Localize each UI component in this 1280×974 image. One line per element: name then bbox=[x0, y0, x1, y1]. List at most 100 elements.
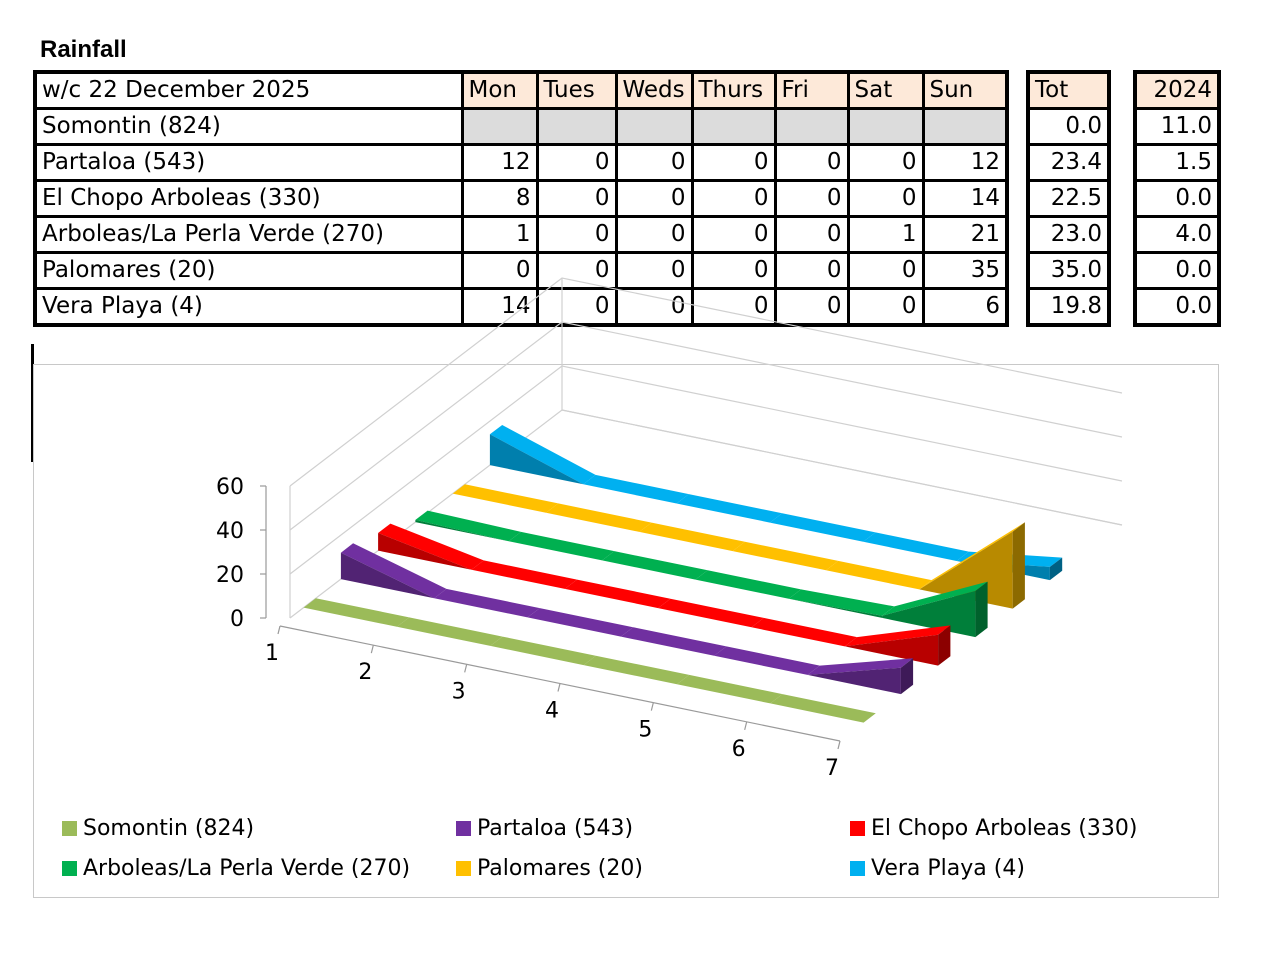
ribbon-segment bbox=[658, 598, 764, 628]
ribbon-segment bbox=[564, 579, 671, 609]
legend-item: Palomares (20) bbox=[456, 856, 643, 882]
x-tick-label: 1 bbox=[265, 641, 279, 666]
legend-swatch bbox=[62, 821, 77, 836]
ribbon-segment bbox=[340, 543, 447, 599]
ribbon-face bbox=[844, 634, 939, 666]
ribbon-segment bbox=[676, 674, 783, 704]
series-ribbon bbox=[303, 598, 876, 723]
rainfall-heading: Rainfall bbox=[40, 36, 127, 63]
rain-value: 0 bbox=[846, 143, 925, 182]
x-tick-label: 2 bbox=[358, 660, 372, 685]
ribbon-segment bbox=[546, 503, 652, 532]
table-row: Palomares (20) 0 0 0 0 0 0 35 bbox=[33, 251, 1009, 290]
header-row: Tot bbox=[1026, 70, 1111, 110]
rain-value: 0 bbox=[773, 251, 850, 290]
total-value: 35.0 bbox=[1026, 251, 1111, 290]
legend-item: Partaloa (543) bbox=[456, 816, 633, 842]
ribbon-segment bbox=[620, 627, 727, 656]
rain-value: 1 bbox=[460, 215, 539, 254]
rain-value bbox=[773, 107, 850, 146]
total-value: 19.8 bbox=[1026, 287, 1111, 327]
prev-year-value: 1.5 bbox=[1133, 143, 1221, 182]
prev-year-value: 4.0 bbox=[1133, 215, 1221, 254]
table-row: 23.0 bbox=[1026, 215, 1111, 254]
station-name: Partaloa (543) bbox=[33, 143, 464, 182]
rain-value: 0 bbox=[690, 215, 777, 254]
legend-item: Vera Playa (4) bbox=[850, 856, 1025, 882]
ribbon-segment bbox=[602, 551, 708, 580]
previous-year-table: 2024 11.0 1.5 0.0 4.0 0.0 0.0 bbox=[1133, 70, 1221, 327]
day-header: Sat bbox=[846, 70, 925, 110]
total-value: 0.0 bbox=[1026, 107, 1111, 146]
station-name: Somontin (824) bbox=[33, 107, 464, 146]
x-tick-label: 4 bbox=[545, 699, 559, 724]
chart-axes: 0 20 40 60 1 2 3 4 5 6 7 bbox=[216, 475, 841, 781]
legend-label: Somontin (824) bbox=[83, 816, 255, 841]
week-label: w/c 22 December 2025 bbox=[33, 70, 464, 110]
station-name: El Chopo Arboleas (330) bbox=[33, 179, 464, 218]
ribbon-end bbox=[1049, 557, 1063, 581]
day-header: Mon bbox=[460, 70, 539, 110]
y-tick-label: 60 bbox=[216, 475, 244, 500]
rain-value: 0 bbox=[460, 251, 539, 290]
table-row: 11.0 bbox=[1133, 107, 1221, 146]
ribbon-end bbox=[975, 581, 988, 638]
rain-value: 0 bbox=[535, 287, 618, 327]
x-tick-label: 5 bbox=[638, 718, 652, 743]
header-row: w/c 22 December 2025 Mon Tues Weds Thurs Fri S… bbox=[33, 70, 1009, 110]
header-row: 2024 bbox=[1133, 70, 1221, 110]
ribbon-segment bbox=[676, 494, 783, 523]
x-tick bbox=[464, 664, 468, 673]
y-tick-label: 0 bbox=[230, 607, 244, 632]
ribbon-segment bbox=[714, 646, 820, 675]
ribbon-face bbox=[378, 533, 472, 570]
legend-swatch bbox=[456, 861, 471, 876]
series-ribbon bbox=[378, 523, 951, 666]
x-tick-label: 7 bbox=[825, 756, 839, 781]
rain-value: 14 bbox=[460, 287, 539, 327]
ribbon-face bbox=[919, 531, 1013, 609]
rain-value: 0 bbox=[773, 143, 850, 182]
table-row: 22.5 bbox=[1026, 179, 1111, 218]
chart-series bbox=[303, 425, 1063, 723]
table-row: Somontin (824) bbox=[33, 107, 1009, 146]
x-tick bbox=[557, 683, 561, 692]
rainfall-table: w/c 22 December 2025 Mon Tues Weds Thurs Fri S… bbox=[33, 70, 1009, 327]
x-tick bbox=[837, 740, 841, 750]
rain-value: 12 bbox=[460, 143, 539, 182]
day-header: Thurs bbox=[690, 70, 777, 110]
rain-value: 1 bbox=[846, 215, 925, 254]
ribbon-segment bbox=[434, 588, 540, 618]
rain-value: 6 bbox=[921, 287, 1009, 327]
prev-year-value: 11.0 bbox=[1133, 107, 1221, 146]
ribbon-segment bbox=[378, 523, 484, 570]
legend-swatch bbox=[850, 821, 865, 836]
legend-label: Arboleas/La Perla Verde (270) bbox=[83, 856, 411, 881]
x-tick bbox=[650, 702, 654, 711]
rain-value: 0 bbox=[535, 143, 618, 182]
ribbon-segment bbox=[769, 513, 876, 542]
chart-grid bbox=[289, 277, 1123, 619]
rain-value: 0 bbox=[773, 287, 850, 327]
table-row: 35.0 bbox=[1026, 251, 1111, 290]
rain-value bbox=[846, 107, 925, 146]
x-tick bbox=[744, 721, 748, 730]
table-row: El Chopo Arboleas (330) 8 0 0 0 0 0 14 bbox=[33, 179, 1009, 218]
ribbon-segment bbox=[732, 541, 839, 571]
y-tick-label: 20 bbox=[216, 563, 244, 588]
rain-value: 0 bbox=[773, 215, 850, 254]
ribbon-segment bbox=[863, 532, 969, 561]
day-header: Sun bbox=[921, 70, 1009, 110]
rain-value: 0 bbox=[614, 287, 694, 327]
rain-value: 0 bbox=[614, 251, 694, 290]
legend-swatch bbox=[456, 821, 471, 836]
ribbon-segment bbox=[919, 522, 1025, 590]
total-value: 23.4 bbox=[1026, 143, 1111, 182]
total-value: 23.0 bbox=[1026, 215, 1111, 254]
ribbon-segment bbox=[396, 617, 503, 646]
rain-value: 0 bbox=[535, 179, 618, 218]
ribbon-end bbox=[938, 625, 951, 666]
ribbon-segment bbox=[826, 560, 932, 590]
ribbon-segment bbox=[303, 598, 410, 627]
